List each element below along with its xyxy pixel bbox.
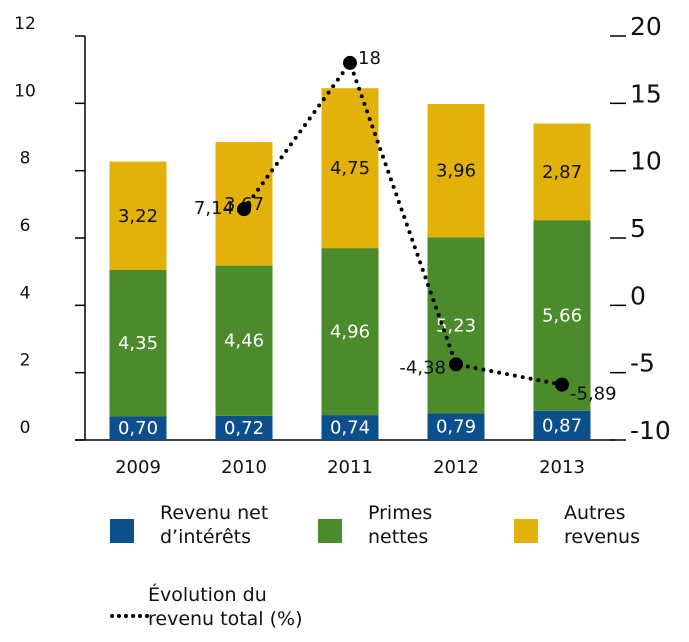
data-label: -5,89: [570, 384, 617, 405]
data-label: 7,14: [194, 198, 234, 219]
data-label: 18: [358, 48, 381, 69]
legend-label: Autres revenus: [564, 502, 640, 548]
legend-label: Revenu net d’intérêts: [160, 502, 269, 548]
y2-tick-label: 10: [630, 147, 662, 176]
bar: [427, 237, 485, 414]
y-tick-label: 6: [20, 216, 31, 236]
data-label: 4,96: [330, 322, 370, 343]
y-tick-label: 12: [14, 14, 36, 34]
y2-tick-label: 0: [630, 281, 646, 310]
data-label: 3,22: [118, 206, 158, 227]
data-label: -4,38: [399, 357, 446, 378]
bar: [321, 248, 379, 416]
y-tick-label: 8: [20, 149, 31, 169]
x-tick-label: 2010: [221, 457, 267, 478]
bar: [109, 269, 167, 417]
legend-swatch: [514, 519, 538, 543]
bar: [321, 88, 379, 249]
data-label: 0,79: [436, 417, 476, 438]
line: [242, 58, 564, 387]
data-label: 0,74: [330, 418, 370, 439]
line-point: [449, 357, 463, 372]
y2-tick-label: 15: [630, 79, 662, 108]
data-label: 2,87: [542, 162, 582, 183]
x-tick-label: 2012: [433, 457, 479, 478]
y2-tick-label: 5: [630, 214, 646, 243]
bar: [321, 415, 379, 440]
y-tick-label: 10: [14, 81, 36, 101]
x-tick-label: 2011: [327, 457, 373, 478]
x-tick-label: 2009: [115, 457, 161, 478]
bar: [109, 416, 167, 440]
legend-swatch: [318, 519, 342, 543]
legend-label: Primes nettes: [368, 502, 433, 548]
data-label: 3,96: [436, 161, 476, 182]
bar: [427, 104, 485, 238]
bar: [533, 410, 591, 440]
y-tick-label: 0: [20, 418, 31, 438]
data-label: 4,35: [118, 333, 158, 354]
data-label: 0,70: [118, 418, 158, 439]
line-point: [343, 55, 357, 70]
bar: [109, 161, 167, 270]
line-point: [237, 202, 251, 217]
legend-label: Évolution du revenu total (%): [148, 584, 303, 630]
data-label: 4,46: [224, 331, 264, 352]
legend-swatch: [110, 519, 134, 543]
legend-swatch: [110, 614, 150, 618]
data-label: 5,66: [542, 305, 582, 326]
bar: [215, 415, 273, 440]
x-tick-label: 2013: [539, 457, 585, 478]
data-label: 4,75: [330, 158, 370, 179]
bar: [427, 413, 485, 440]
data-label: 0,87: [542, 415, 582, 436]
y2-tick-label: 20: [630, 12, 662, 41]
chart: 0 2 4 6 8 10 12 -10 -5 0 5 10 15 20 2009 2010 2011 2012 20…: [14, 12, 671, 478]
y2-tick-label: -5: [630, 349, 655, 378]
data-label: 5,23: [436, 315, 476, 336]
line-point: [555, 377, 569, 392]
data-label: 0,72: [224, 418, 264, 439]
y-tick-label: 4: [20, 283, 31, 303]
y2-tick-label: -10: [630, 416, 671, 445]
bar: [533, 123, 591, 221]
y-tick-label: 2: [20, 351, 31, 371]
bar: [215, 265, 273, 416]
